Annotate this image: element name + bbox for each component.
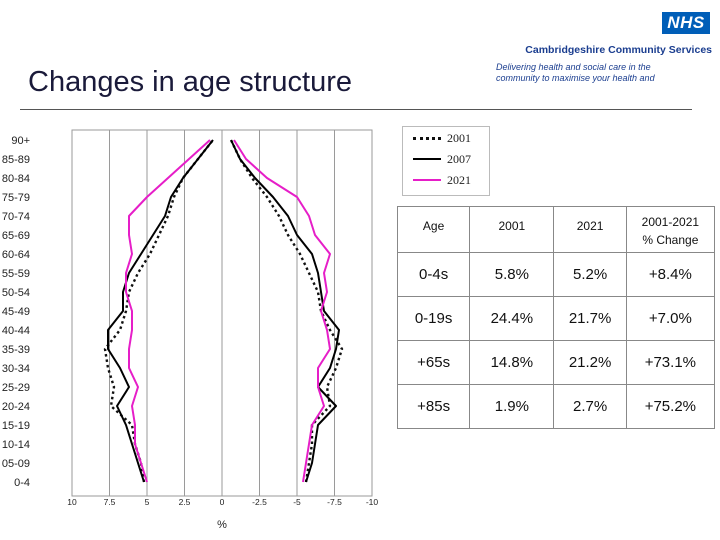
age-band-label: 60-64 (2, 249, 30, 261)
x-axis-label: % (217, 519, 227, 531)
table-cell: +73.1% (625, 340, 716, 385)
age-band-label: 80-84 (2, 173, 30, 185)
table-cell: 2.7% (553, 384, 627, 429)
column-header-change-line2: % Change (642, 233, 699, 247)
table-cell: 0-4s (396, 252, 471, 297)
table-cell: 14.8% (469, 340, 555, 385)
x-tick-label: -10 (366, 497, 379, 507)
age-band-label: 55-59 (2, 268, 30, 280)
series-2007-right-line (230, 139, 340, 483)
table-cell: 5.8% (469, 252, 555, 297)
legend-item-2007: 2007 (413, 150, 489, 170)
table-cell: 1.9% (469, 384, 555, 429)
series-2001-left-line (103, 139, 214, 483)
chart-legend: 2001 2007 2021 (402, 126, 490, 196)
age-band-label: 0-4 (14, 477, 30, 489)
table-cell: 21.7% (553, 296, 627, 341)
age-band-label: 10-14 (2, 439, 30, 451)
x-tick-label: -7.5 (327, 497, 342, 507)
column-header-change: 2001-2021 % Change (625, 206, 716, 253)
legend-swatch-2001 (413, 137, 441, 140)
table-cell: 0-19s (396, 296, 471, 341)
population-pyramid-chart: 10 7.5 5 2.5 0 -2.5 -5 -7.5 -10 0-4 05-09 10-14 15-1… (2, 129, 379, 531)
series-2007-left-line (107, 139, 214, 483)
age-band-label: 45-49 (2, 306, 30, 318)
table-row: +65s 14.8% 21.2% +73.1% (396, 340, 716, 385)
legend-label-2021: 2021 (447, 173, 471, 187)
x-tick-label: 2.5 (179, 497, 191, 507)
age-band-label: 90+ (11, 135, 30, 147)
age-band-label: 50-54 (2, 287, 30, 299)
age-band-label: 35-39 (2, 344, 30, 356)
age-band-label: 30-34 (2, 363, 30, 375)
age-band-label: 65-69 (2, 230, 30, 242)
table-row: +85s 1.9% 2.7% +75.2% (396, 384, 716, 429)
table-cell: 21.2% (553, 340, 627, 385)
page-title: Changes in age structure (28, 66, 353, 98)
nhs-logo: NHS (662, 12, 710, 34)
series-2021-left-line (125, 139, 211, 483)
x-tick-label: 5 (145, 497, 150, 507)
x-tick-label: -5 (293, 497, 301, 507)
table-cell: +7.0% (625, 296, 716, 341)
table-cell: +8.4% (625, 252, 716, 297)
series-2021-right-line (233, 139, 331, 483)
x-tick-label: 7.5 (104, 497, 116, 507)
age-band-label: 25-29 (2, 382, 30, 394)
age-band-label: 70-74 (2, 211, 30, 223)
table-cell: +75.2% (625, 384, 716, 429)
age-statistics-table: Age 2001 2021 2001-2021 % Change 0-4s 5.… (396, 206, 716, 429)
x-tick-label: -2.5 (252, 497, 267, 507)
age-band-label: 75-79 (2, 192, 30, 204)
organisation-name: Cambridgeshire Community Services (525, 44, 712, 56)
x-tick-label: 0 (220, 497, 225, 507)
column-header-2021: 2021 (553, 206, 627, 253)
x-tick-label: 10 (67, 497, 77, 507)
table-row: 0-19s 24.4% 21.7% +7.0% (396, 296, 716, 341)
legend-item-2021: 2021 (413, 171, 489, 191)
legend-item-2001: 2001 (413, 129, 489, 149)
column-header-2001: 2001 (469, 206, 555, 253)
legend-label-2001: 2001 (447, 131, 471, 145)
age-band-label: 40-44 (2, 325, 30, 337)
table-cell: 24.4% (469, 296, 555, 341)
table-row: 0-4s 5.8% 5.2% +8.4% (396, 252, 716, 297)
table-cell: 5.2% (553, 252, 627, 297)
legend-swatch-2007 (413, 158, 441, 160)
legend-swatch-2021 (413, 179, 441, 181)
age-band-label: 85-89 (2, 154, 30, 166)
age-band-label: 15-19 (2, 420, 30, 432)
age-band-label: 05-09 (2, 458, 30, 470)
column-header-change-line1: 2001-2021 (641, 215, 700, 229)
legend-label-2007: 2007 (447, 152, 471, 166)
organisation-strapline: Delivering health and social care in the… (496, 62, 655, 83)
table-cell: +85s (396, 384, 471, 429)
table-cell: +65s (396, 340, 471, 385)
table-header-row: Age 2001 2021 2001-2021 % Change (396, 206, 716, 253)
title-divider (20, 109, 692, 110)
age-band-label: 20-24 (2, 401, 30, 413)
column-header-age: Age (396, 206, 471, 253)
